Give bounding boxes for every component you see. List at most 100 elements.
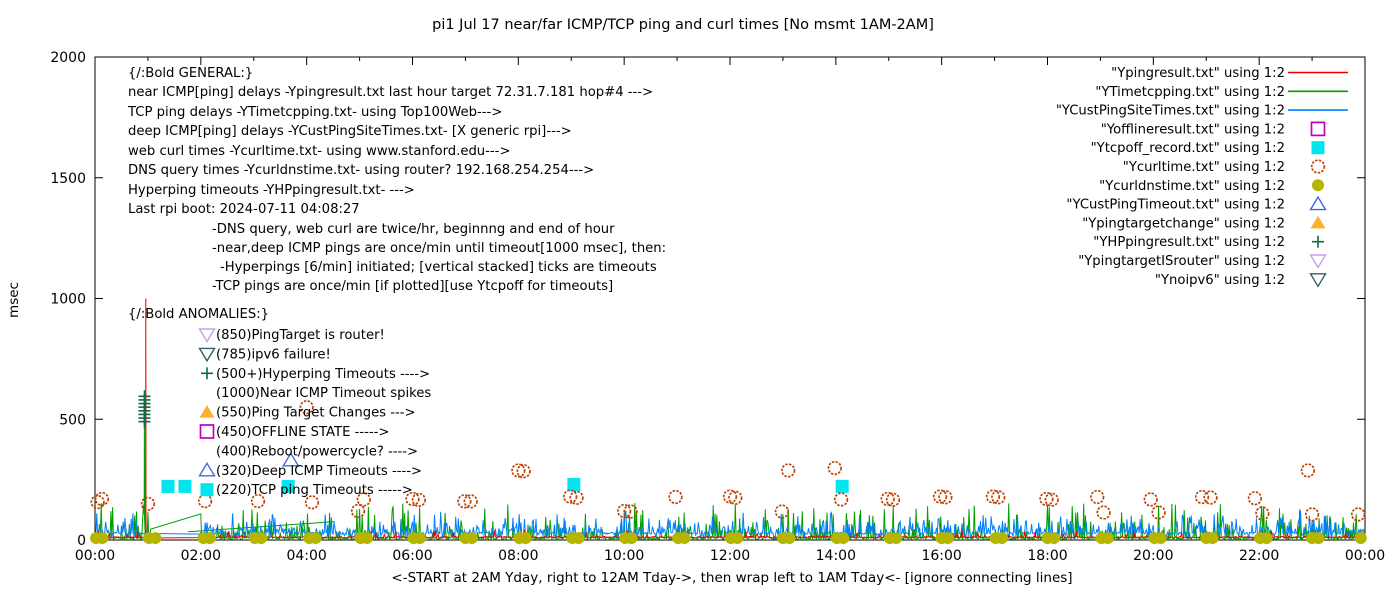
series-ycurltime-txt-point bbox=[1090, 489, 1105, 505]
series-ycurltime-txt-point bbox=[991, 490, 1006, 505]
series-ycurltime-txt-point bbox=[1255, 506, 1270, 521]
anomaly-marker bbox=[200, 483, 214, 497]
series-ycurltime-txt-point bbox=[1044, 492, 1059, 507]
series-ycurltime-txt-point bbox=[197, 493, 213, 509]
legend-label: "YCustPingSiteTimes.txt" using 1:2 bbox=[1056, 104, 1285, 119]
x-tick-label: 12:00 bbox=[710, 548, 750, 564]
series-ycustpingtimeout-txt-point bbox=[282, 451, 300, 467]
series-ytcpoff-record-txt-point bbox=[835, 479, 849, 493]
annotation-anomaly-line: (1000)Near ICMP Timeout spikes bbox=[216, 386, 431, 401]
series-ycurldnstime-txt-point bbox=[203, 532, 216, 545]
anomaly-marker bbox=[198, 328, 216, 343]
series-ycurldnstime-txt-point bbox=[360, 532, 373, 545]
series-ycurltime-txt-point bbox=[1096, 505, 1111, 520]
annotation-anomaly-line: (400)Reboot/powercycle? ----> bbox=[216, 444, 418, 459]
legend-marker bbox=[1309, 195, 1327, 211]
legend-label: "YTimetcpping.txt" using 1:2 bbox=[1095, 85, 1285, 100]
series-ycurldnstime-txt-point bbox=[149, 532, 162, 545]
series-ycurltime-txt-point bbox=[1039, 491, 1054, 507]
series-ycurldnstime-txt-point bbox=[96, 532, 109, 545]
legend-marker bbox=[1310, 159, 1326, 174]
legend-label: "YCustPingTimeout.txt" using 1:2 bbox=[1066, 198, 1285, 213]
series-ycurltime-txt-point bbox=[304, 495, 320, 510]
legend-label: "Ycurldnstime.txt" using 1:2 bbox=[1099, 179, 1285, 194]
legend-marker bbox=[1312, 179, 1324, 192]
series-ycurltime-txt-point bbox=[668, 489, 683, 505]
series-ycurltime-txt-point bbox=[885, 492, 901, 507]
y-tick-label: 1500 bbox=[50, 171, 86, 187]
series-ycurltime-txt-point bbox=[932, 489, 948, 504]
annotation-anomaly-line: (550)Ping Target Changes ---> bbox=[216, 406, 416, 421]
series-ycurldnstime-txt-point bbox=[890, 532, 903, 545]
series-ycurltime-txt-point bbox=[356, 492, 371, 507]
series-ycurldnstime-txt-point bbox=[1101, 532, 1114, 545]
x-tick-label: 06:00 bbox=[392, 548, 432, 564]
anomaly-marker bbox=[199, 424, 215, 439]
series-ycurldnstime-txt-point bbox=[1206, 532, 1219, 545]
annotation-general-line: near ICMP[ping] delays -Ypingresult.txt … bbox=[128, 85, 653, 100]
series-ycurltime-txt-point bbox=[511, 463, 526, 478]
series-ycurltime-txt-point bbox=[880, 491, 895, 507]
series-ycurltime-txt-point bbox=[457, 494, 472, 509]
series-ycurltime-txt-point bbox=[985, 489, 1001, 504]
series-ycurltime-txt-point bbox=[781, 463, 796, 478]
series-ycurldnstime-txt-point bbox=[731, 532, 744, 545]
legend-marker bbox=[1309, 254, 1327, 269]
series-ycurltime-txt-point bbox=[1300, 463, 1315, 478]
x-tick-label: 14:00 bbox=[816, 548, 856, 564]
series-ycurltime-txt-point bbox=[411, 492, 427, 508]
series-ycurltime-txt-point bbox=[94, 491, 110, 507]
series-ycurldnstime-txt-point bbox=[1354, 532, 1367, 545]
series-ycurldnstime-txt-point bbox=[572, 532, 585, 545]
series-ycurldnstime-txt-point bbox=[519, 532, 532, 545]
x-tick-label: 00:00 bbox=[1345, 548, 1385, 564]
anomaly-marker bbox=[198, 347, 216, 363]
x-tick-label: 22:00 bbox=[1239, 548, 1279, 564]
series-ycurldnstime-txt-point bbox=[1154, 532, 1167, 545]
annotation-general-line: {/:Bold GENERAL:} bbox=[128, 66, 253, 81]
x-tick-label: 00:00 bbox=[75, 548, 115, 564]
series-ycurldnstime-txt-point bbox=[413, 532, 426, 545]
y-tick-label: 2000 bbox=[50, 50, 86, 66]
annotation-anomaly-line: (500+)Hyperping Timeouts ----> bbox=[216, 367, 430, 382]
y-tick-label: 1000 bbox=[50, 292, 86, 308]
annotation-anomaly-line: (850)PingTarget is router! bbox=[216, 328, 385, 343]
series-ycurldnstime-txt-point bbox=[783, 532, 796, 545]
chart-title: pi1 Jul 17 near/far ICMP/TCP ping and cu… bbox=[432, 17, 934, 33]
series-ycurltime-txt-point bbox=[1203, 490, 1218, 505]
legend-marker bbox=[1309, 273, 1327, 288]
series-ycurldnstime-txt-point bbox=[625, 532, 638, 545]
series-ycurltime-txt-point bbox=[299, 400, 314, 415]
annotation-general-line: Hyperping timeouts -YHPpingresult.txt- -… bbox=[128, 183, 415, 198]
series-ycurltime-txt-point bbox=[140, 496, 156, 511]
legend-label: "Ypingresult.txt" using 1:2 bbox=[1111, 66, 1285, 81]
series-ycurltime-txt-point bbox=[1247, 491, 1263, 506]
series-ycurldnstime-txt-point bbox=[309, 532, 322, 545]
series-ycurltime-txt-point bbox=[1151, 505, 1166, 520]
series-ycurltime-txt-point bbox=[1143, 492, 1158, 507]
x-tick-label: 02:00 bbox=[181, 548, 221, 564]
anomaly-marker bbox=[199, 405, 215, 418]
legend-label: "Ytcpoff_record.txt" using 1:2 bbox=[1091, 141, 1285, 156]
annotation-general-line: -DNS query, web curl are twice/hr, begin… bbox=[212, 222, 615, 237]
legend-marker bbox=[1310, 121, 1326, 137]
series-ycurltime-txt-point bbox=[1350, 507, 1366, 522]
x-tick-label: 20:00 bbox=[1133, 548, 1173, 564]
legend-label: "Ycurltime.txt" using 1:2 bbox=[1123, 160, 1285, 175]
series-ycurltime-txt-point bbox=[405, 491, 420, 507]
series-ycurltime-txt-point bbox=[833, 492, 849, 507]
annotation-general-line: TCP ping delays -YTimetcpping.txt- using… bbox=[127, 105, 502, 120]
series-ycurltime-txt-point bbox=[623, 504, 638, 519]
series-ycurldnstime-txt-point bbox=[678, 532, 691, 545]
annotation-general-line: DNS query times -Ycurldnstime.txt- using… bbox=[128, 163, 594, 178]
annotation-anomalies-header: {/:Bold ANOMALIES:} bbox=[128, 307, 269, 322]
series-ycurldnstime-txt-point bbox=[1312, 532, 1325, 545]
series-ycurltime-txt-point bbox=[563, 489, 578, 504]
anomaly-marker bbox=[198, 461, 216, 477]
x-tick-label: 04:00 bbox=[286, 548, 326, 564]
annotation-general-line: -Hyperpings [6/min] initiated; [vertical… bbox=[220, 260, 657, 275]
series-ycurltime-txt-point bbox=[90, 494, 105, 510]
series-ycurltime-txt-point bbox=[569, 490, 584, 505]
x-tick-label: 18:00 bbox=[1027, 548, 1067, 564]
